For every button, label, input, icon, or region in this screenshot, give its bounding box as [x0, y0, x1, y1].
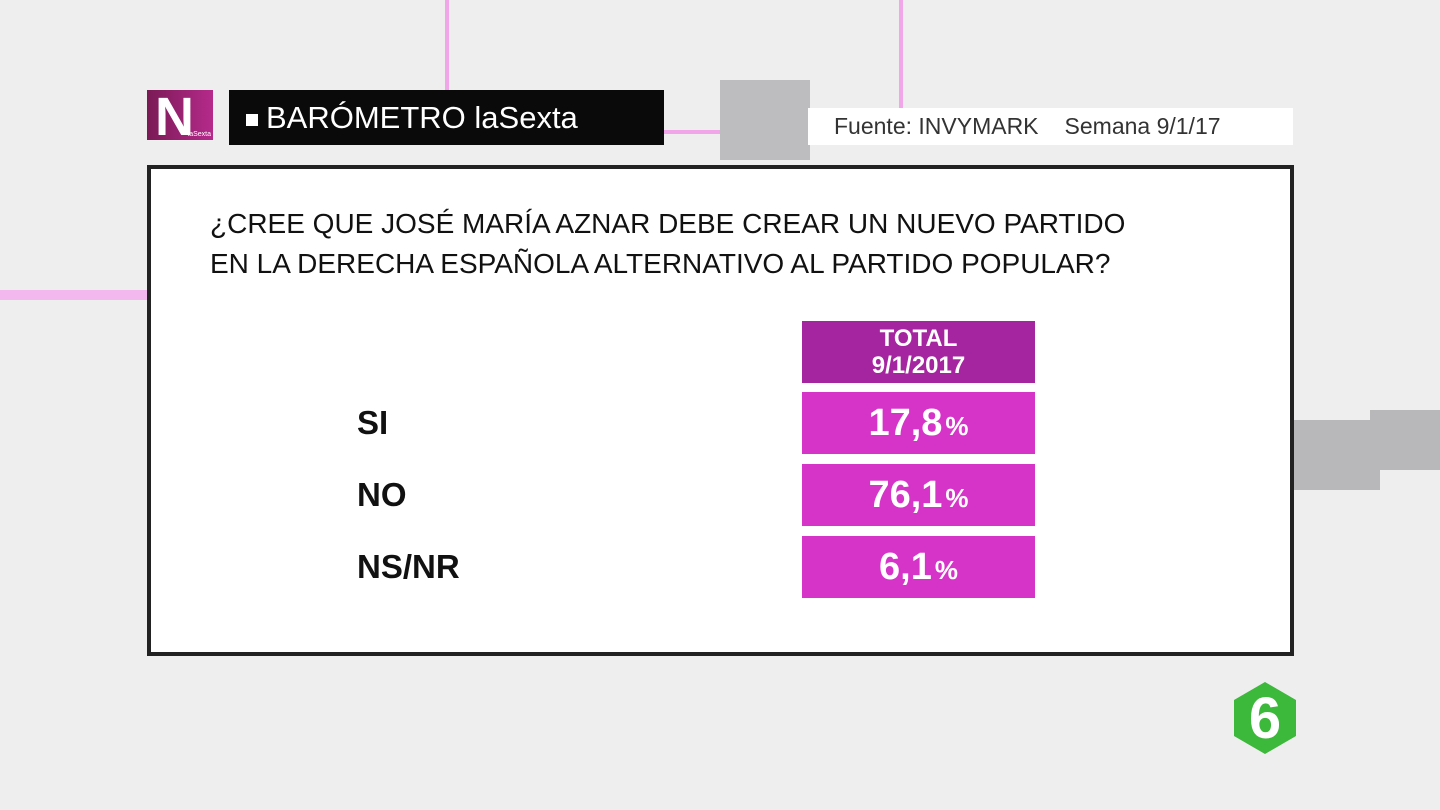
logo-caption: laSexta — [187, 131, 211, 138]
row-unit: % — [945, 483, 969, 513]
title-bar: BARÓMETRO laSexta — [229, 90, 664, 145]
column-title: TOTAL — [879, 325, 958, 352]
row-label: NS/NR — [357, 548, 460, 585]
row-value: 76,1 — [868, 474, 943, 516]
question-line: EN LA DERECHA ESPAÑOLA ALTERNATIVO AL PA… — [210, 248, 1111, 279]
background-shape — [1290, 420, 1380, 490]
row-value: 6,1 — [879, 546, 932, 588]
background-shape — [445, 0, 903, 134]
row-value: 17,8 — [868, 402, 943, 444]
value-cell: 17,8% — [802, 392, 1035, 454]
logo-letter: N — [155, 87, 194, 147]
value-cell: 6,1% — [802, 536, 1035, 598]
background-shape — [720, 80, 810, 160]
column-header: TOTAL 9/1/2017 — [802, 321, 1035, 383]
row-unit: % — [934, 555, 958, 585]
column-date: 9/1/2017 — [871, 352, 966, 379]
background-shape — [1370, 410, 1440, 470]
title: BARÓMETRO laSexta — [266, 100, 578, 135]
value-cell: 76,1% — [802, 464, 1035, 526]
panel — [147, 165, 1294, 656]
row-label: SI — [357, 404, 389, 441]
row-unit: % — [945, 411, 969, 441]
week: Semana 9/1/17 — [1064, 113, 1221, 139]
logo: N laSexta — [147, 87, 213, 147]
row-label: NO — [357, 476, 407, 513]
source: Fuente: INVYMARK — [834, 113, 1039, 139]
question-line: ¿CREE QUE JOSÉ MARÍA AZNAR DEBE CREAR UN… — [210, 208, 1126, 239]
background-shape — [0, 290, 150, 300]
channel-logo: 6 — [1234, 682, 1296, 754]
channel-logo-text: 6 — [1249, 686, 1281, 751]
source-bar: Fuente: INVYMARK Semana 9/1/17 — [808, 108, 1293, 145]
